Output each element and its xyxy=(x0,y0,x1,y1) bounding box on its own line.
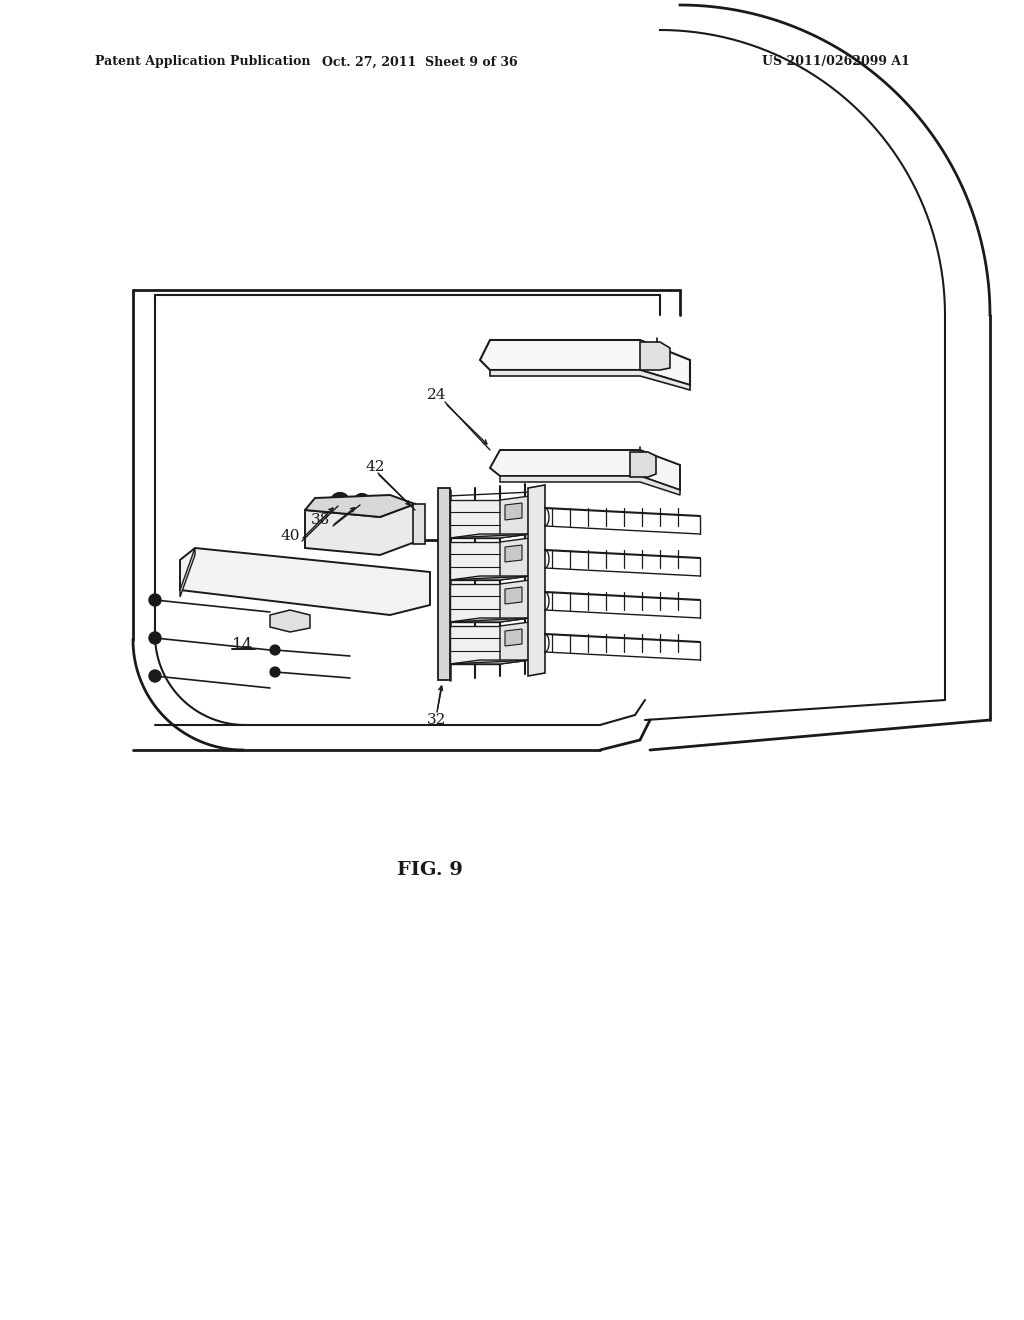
Circle shape xyxy=(354,494,370,510)
Polygon shape xyxy=(640,342,670,370)
Polygon shape xyxy=(505,503,522,520)
Polygon shape xyxy=(500,622,530,664)
Polygon shape xyxy=(500,579,530,622)
Text: 32: 32 xyxy=(427,713,446,727)
Circle shape xyxy=(331,492,349,511)
Text: Patent Application Publication: Patent Application Publication xyxy=(95,55,310,69)
Polygon shape xyxy=(500,539,530,579)
Polygon shape xyxy=(505,545,522,562)
Polygon shape xyxy=(450,576,530,579)
Text: 42: 42 xyxy=(366,459,385,474)
Polygon shape xyxy=(490,450,680,490)
Text: FIG. 9: FIG. 9 xyxy=(397,861,463,879)
Polygon shape xyxy=(500,496,530,539)
Polygon shape xyxy=(450,543,500,579)
Circle shape xyxy=(150,632,161,644)
Polygon shape xyxy=(450,626,500,664)
Polygon shape xyxy=(438,488,450,680)
Polygon shape xyxy=(270,610,310,632)
Text: 14: 14 xyxy=(232,636,253,653)
Text: 24: 24 xyxy=(427,388,446,403)
Circle shape xyxy=(273,612,287,627)
Polygon shape xyxy=(500,477,680,495)
Circle shape xyxy=(150,671,161,682)
Polygon shape xyxy=(450,500,500,539)
Text: US 2011/0262099 A1: US 2011/0262099 A1 xyxy=(762,55,910,69)
Text: 40: 40 xyxy=(281,529,300,543)
Polygon shape xyxy=(305,504,415,554)
Circle shape xyxy=(270,667,280,677)
Text: 38: 38 xyxy=(310,513,330,527)
Polygon shape xyxy=(413,504,425,544)
Polygon shape xyxy=(490,370,690,389)
Polygon shape xyxy=(305,495,415,517)
Circle shape xyxy=(270,645,280,655)
Circle shape xyxy=(150,594,161,606)
Polygon shape xyxy=(180,548,195,597)
Polygon shape xyxy=(450,660,530,664)
Text: Oct. 27, 2011  Sheet 9 of 36: Oct. 27, 2011 Sheet 9 of 36 xyxy=(323,55,518,69)
Polygon shape xyxy=(505,630,522,645)
Polygon shape xyxy=(630,451,656,477)
Polygon shape xyxy=(180,548,430,615)
Polygon shape xyxy=(480,341,690,385)
Polygon shape xyxy=(450,583,500,622)
Polygon shape xyxy=(505,587,522,605)
Polygon shape xyxy=(528,484,545,676)
Polygon shape xyxy=(450,618,530,622)
Polygon shape xyxy=(450,535,530,539)
